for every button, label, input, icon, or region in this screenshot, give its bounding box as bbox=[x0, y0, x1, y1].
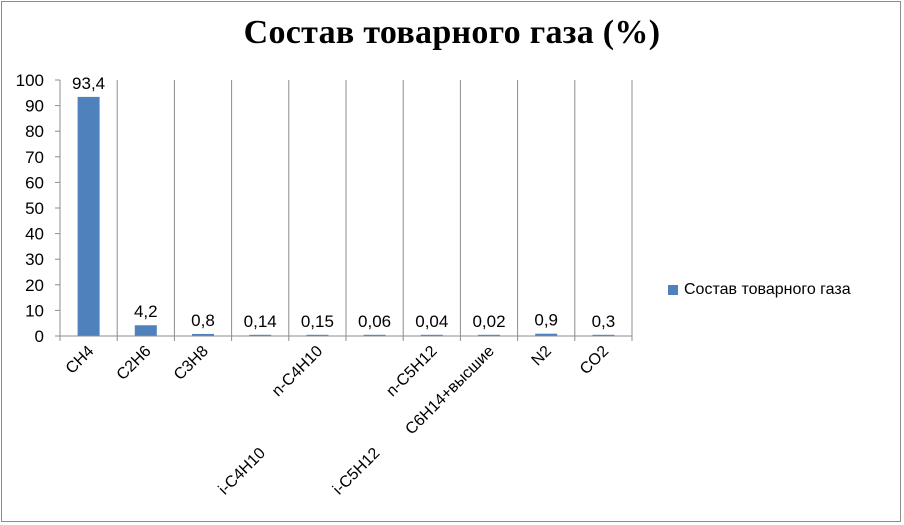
legend: Состав товарного газа bbox=[668, 281, 851, 299]
data-label: 0,9 bbox=[534, 311, 558, 330]
y-tick-label: 100 bbox=[16, 71, 44, 90]
y-tick-label: 50 bbox=[25, 199, 44, 218]
data-label: 0,3 bbox=[592, 312, 616, 331]
legend-swatch bbox=[668, 285, 678, 295]
bar bbox=[192, 333, 214, 336]
y-tick-label: 10 bbox=[25, 301, 44, 320]
data-label: 0,02 bbox=[472, 312, 505, 331]
category-label: N2 bbox=[529, 343, 556, 370]
bar bbox=[592, 334, 615, 336]
data-label: 0,14 bbox=[244, 312, 277, 331]
y-tick-label: 20 bbox=[25, 276, 44, 295]
category-label: n-C5H12 bbox=[383, 343, 440, 400]
category-label: i-C5H12 bbox=[330, 445, 384, 499]
data-label: 4,2 bbox=[134, 302, 158, 321]
y-tick-label: 0 bbox=[35, 327, 44, 346]
legend-label: Состав товарного газа bbox=[684, 281, 851, 298]
bar bbox=[478, 334, 500, 336]
category-label: i-C4H10 bbox=[216, 445, 270, 499]
data-label: 93,4 bbox=[72, 74, 105, 93]
y-tick-label: 70 bbox=[25, 148, 44, 167]
category-label: C3H8 bbox=[171, 343, 212, 384]
category-label: C2H6 bbox=[114, 343, 155, 384]
category-label: CO2 bbox=[577, 343, 612, 378]
data-label: 0,04 bbox=[415, 312, 448, 331]
bar bbox=[420, 334, 443, 336]
data-label: 0,15 bbox=[301, 312, 334, 331]
category-label: CH4 bbox=[63, 343, 98, 378]
bar bbox=[306, 334, 329, 336]
y-tick-label: 60 bbox=[25, 173, 44, 192]
data-label: 0,06 bbox=[358, 312, 391, 331]
bar bbox=[535, 333, 558, 336]
bar bbox=[249, 334, 272, 336]
data-label: 0,8 bbox=[191, 311, 215, 330]
y-tick-label: 30 bbox=[25, 250, 44, 269]
category-label: n-C4H10 bbox=[269, 343, 326, 400]
bar bbox=[77, 96, 100, 336]
y-tick-label: 40 bbox=[25, 225, 44, 244]
bar bbox=[363, 334, 386, 336]
y-tick-label: 80 bbox=[25, 122, 44, 141]
y-tick-label: 90 bbox=[25, 97, 44, 116]
bar bbox=[134, 325, 157, 336]
chart-title: Состав товарного газа (%) bbox=[243, 14, 661, 51]
